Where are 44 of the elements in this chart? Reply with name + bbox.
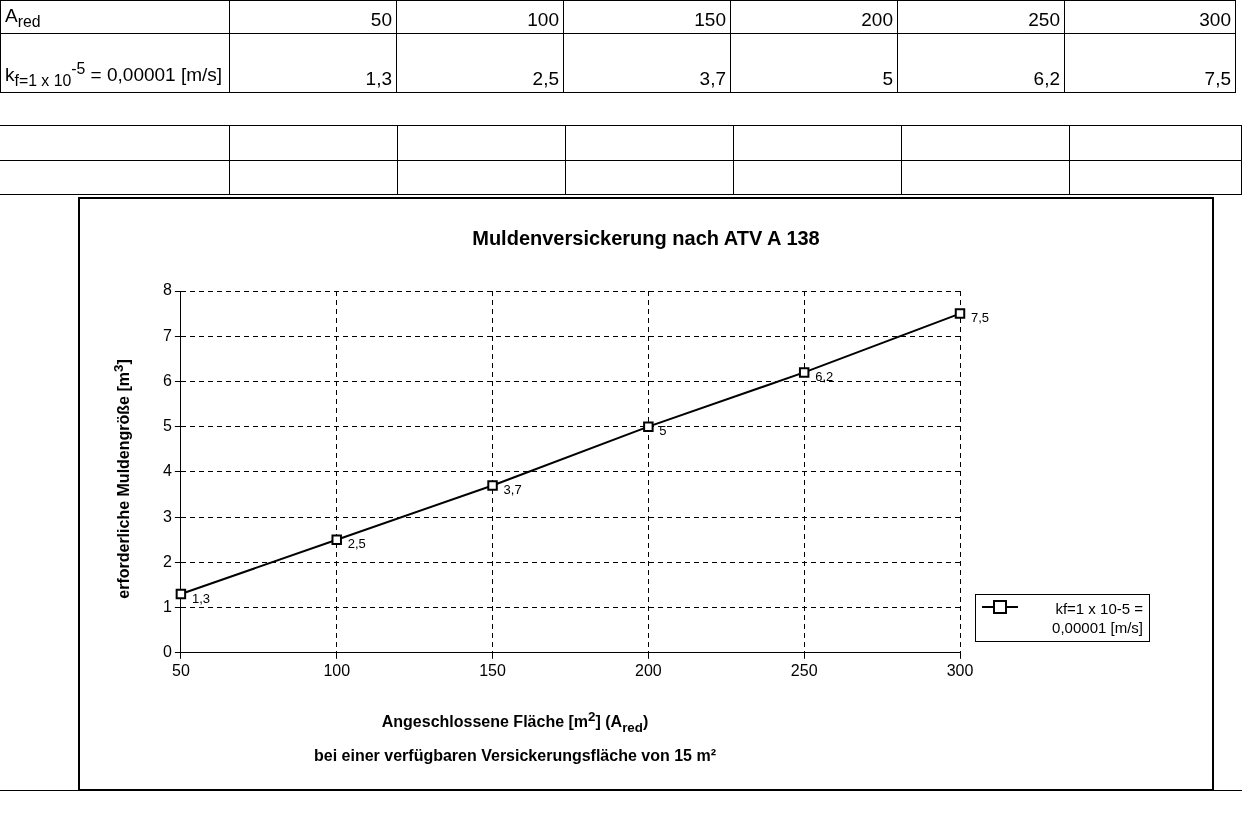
data-label: 6,2 <box>815 368 834 384</box>
chart-title: Muldenversickerung nach ATV A 138 <box>471 227 821 250</box>
text: k$_{f=1 x 10}$$^{-5}$ = 0,00001 [m/s] <box>0 33 230 93</box>
text: 1,3 <box>365 68 392 89</box>
text: 5 <box>882 68 893 89</box>
text: 250 <box>897 0 1065 34</box>
point <box>954 308 966 319</box>
text: bei einer verfügbaren Versickerungsfläche von 15 m² <box>313 747 717 765</box>
x-tick-label: 200 <box>635 661 662 679</box>
y-tick-label: 4 <box>162 462 172 480</box>
x-tick-label: 300 <box>946 661 974 679</box>
point <box>487 480 498 491</box>
text: 6,2 <box>1033 68 1060 89</box>
text: 100 <box>396 0 564 34</box>
text: 200 <box>730 0 898 34</box>
y-tick-label: 2 <box>162 552 172 570</box>
point <box>175 588 187 600</box>
text: 300 <box>1064 0 1236 34</box>
y-tick-label: 5 <box>162 417 172 435</box>
x-tick-label: 250 <box>790 661 818 679</box>
text: 3,7 <box>699 68 726 89</box>
x-tick-label: 50 <box>172 661 190 679</box>
data-label: 2,5 <box>347 536 366 552</box>
y-tick-label: 7 <box>162 326 172 344</box>
data-label: 7,5 <box>971 310 990 326</box>
x-tick-label: 100 <box>323 661 351 679</box>
data-label: 3,7 <box>503 482 522 498</box>
text: 7,5 <box>1204 68 1231 89</box>
legend-label: kf=1 x 10-5 = 0,00001 [m/s] <box>1051 599 1143 637</box>
y-tick-label: 8 <box>162 281 172 299</box>
data-label: 1,3 <box>191 590 210 606</box>
text: 150 <box>563 0 731 34</box>
text: 50 <box>229 0 397 34</box>
x-axis-title: Angeschlossene Fläche [m$^{2}$] (A$_{red}$) <box>380 709 650 735</box>
text: A$_{red}$ <box>0 0 230 34</box>
x-tick-label: 150 <box>479 661 506 679</box>
y-tick-label: 1 <box>162 597 172 615</box>
y-tick-label: 3 <box>162 507 172 525</box>
point <box>643 421 654 432</box>
point <box>331 534 342 545</box>
text: 2,5 <box>532 68 559 89</box>
y-tick-label: 6 <box>162 371 172 389</box>
point <box>798 367 810 378</box>
y-tick-label: 0 <box>162 643 172 661</box>
